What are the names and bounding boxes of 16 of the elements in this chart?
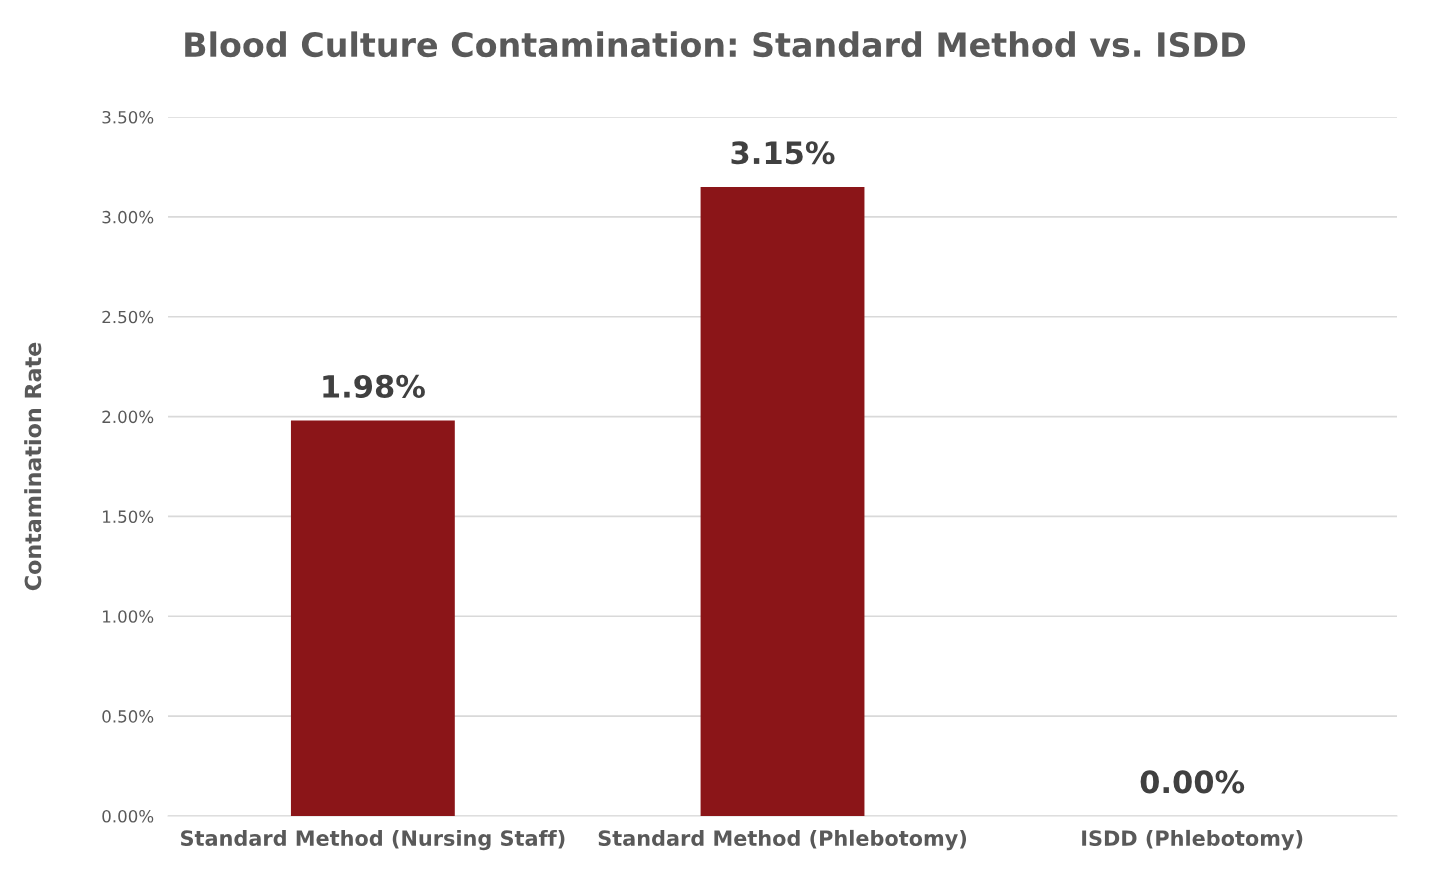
- y-tick-label: 3.00%: [102, 210, 154, 224]
- y-tick-label: 3.50%: [102, 110, 154, 124]
- y-tick-label: 1.00%: [103, 610, 154, 623]
- chart-title: Blood Culture Contamination: Standard Method vs. ISDD: [185, 31, 1246, 58]
- x-tick-label: ISDD (Phlebotomy): [1082, 829, 1303, 851]
- data-label: 3.15%: [731, 141, 835, 165]
- y-tick-label: 2.50%: [102, 310, 154, 324]
- x-tick-label: Standard Method (Nursing Staff): [181, 829, 565, 851]
- data-label: 0.00%: [1140, 770, 1245, 794]
- y-axis-title: Contamination Rate: [24, 342, 42, 591]
- x-tick-label: Standard Method (Phlebotomy): [598, 829, 967, 851]
- y-tick-label: 0.50%: [102, 710, 154, 723]
- data-label: 1.98%: [323, 374, 425, 398]
- y-tick-label: 1.50%: [103, 510, 154, 523]
- y-tick-label: 2.00%: [102, 410, 154, 424]
- y-tick-label: 0.00%: [102, 809, 154, 823]
